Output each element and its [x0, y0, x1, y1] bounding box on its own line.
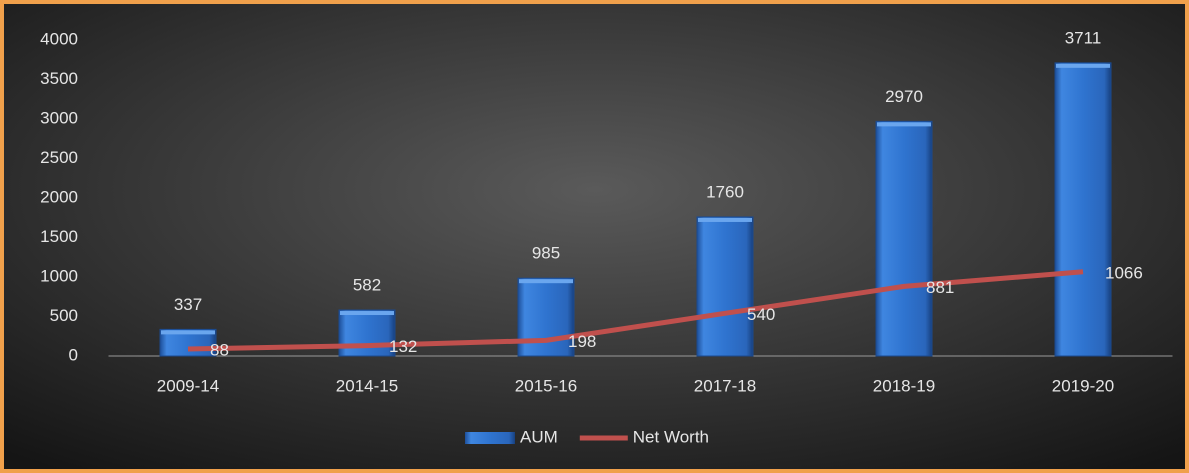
data-label: 582	[353, 276, 381, 295]
data-label: 985	[532, 244, 560, 263]
y-tick-label: 4000	[40, 29, 78, 48]
data-label: 2970	[885, 87, 923, 106]
data-label: 540	[747, 305, 775, 324]
data-label: 88	[210, 341, 229, 360]
data-label: 132	[389, 337, 417, 356]
line	[187, 269, 1084, 352]
y-tick-label: 2000	[40, 187, 78, 206]
bar	[1054, 62, 1112, 357]
bar-top	[340, 311, 394, 316]
bar-top	[877, 122, 931, 127]
x-tick-label: 2019-20	[1052, 376, 1114, 395]
bar-top	[698, 217, 752, 222]
legend-label: Net Worth	[633, 427, 709, 446]
x-tick-label: 2017-18	[694, 376, 756, 395]
data-label: 881	[926, 278, 954, 297]
legend-label: AUM	[520, 427, 558, 446]
y-tick-label: 1000	[40, 266, 78, 285]
x-tick-label: 2015-16	[515, 376, 577, 395]
x-tick-label: 2009-14	[157, 376, 219, 395]
bar	[696, 216, 754, 357]
y-tick-label: 1500	[40, 227, 78, 246]
data-label: 1760	[706, 182, 744, 201]
legend-swatch	[465, 432, 515, 444]
data-label: 3711	[1065, 28, 1102, 47]
y-tick-label: 0	[69, 345, 78, 364]
x-tick-label: 2014-15	[336, 376, 398, 395]
y-tick-label: 500	[50, 306, 78, 325]
y-tick-label: 3000	[40, 108, 78, 127]
y-tick-label: 3500	[40, 69, 78, 88]
data-label: 198	[568, 332, 596, 351]
bar-top	[1056, 63, 1110, 68]
bar	[517, 277, 575, 357]
bar	[338, 309, 396, 357]
data-label: 337	[174, 295, 202, 314]
bar-top	[161, 330, 215, 335]
bar	[875, 120, 933, 357]
y-tick-label: 2500	[40, 148, 78, 167]
data-label: 1066	[1105, 263, 1143, 282]
x-tick-label: 2018-19	[873, 376, 935, 395]
bar-top	[519, 279, 573, 284]
